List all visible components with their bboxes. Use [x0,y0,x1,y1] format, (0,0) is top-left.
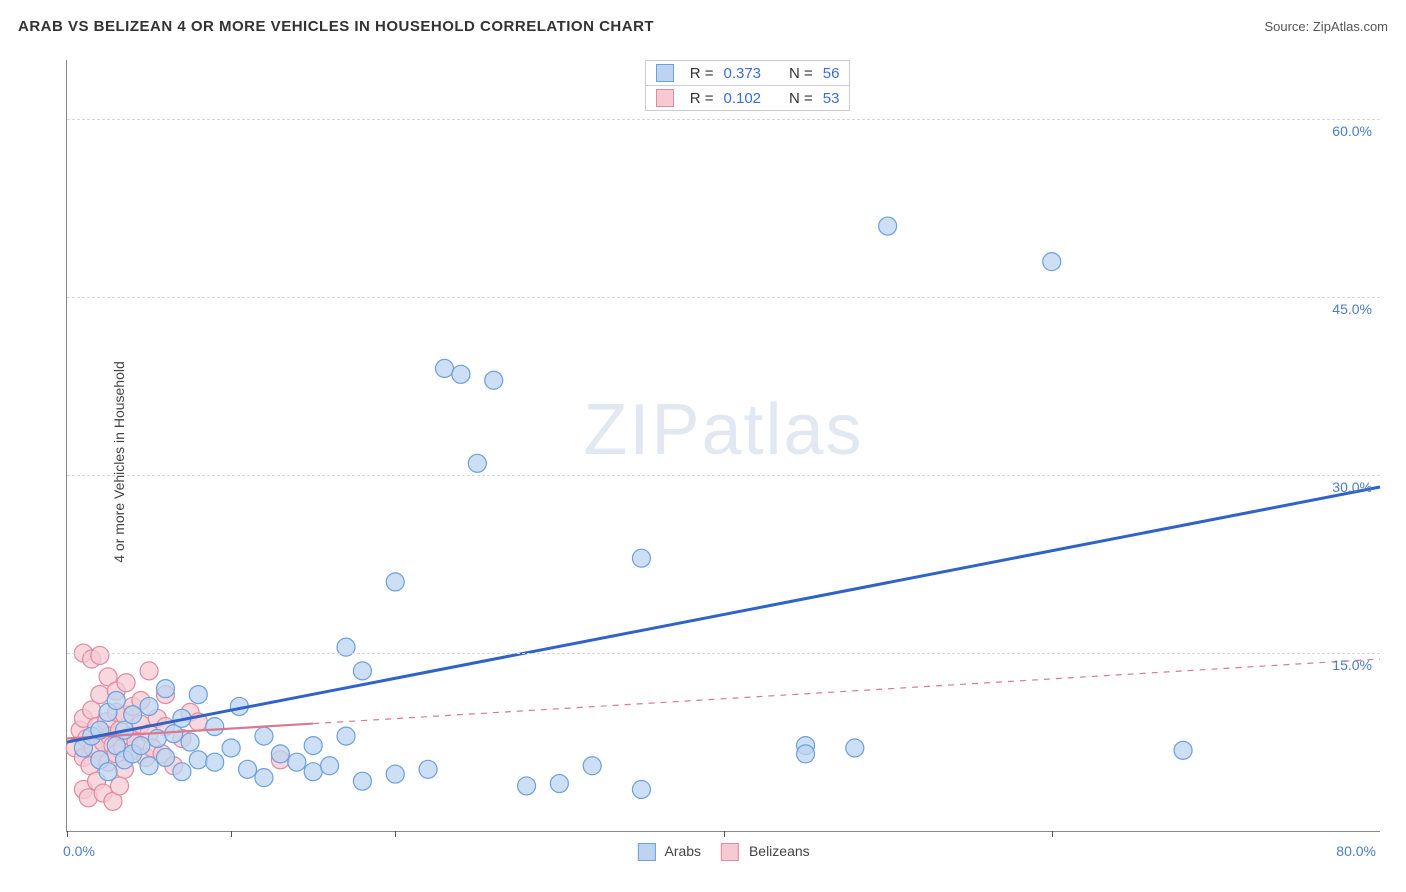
scatter-point [117,674,135,692]
legend-swatch-arabs [637,843,655,861]
scatter-point [206,718,224,736]
scatter-point [271,745,289,763]
scatter-point [468,454,486,472]
scatter-point [189,686,207,704]
scatter-point [386,573,404,591]
scatter-point [304,763,322,781]
x-tick [67,831,68,837]
scatter-point [239,760,257,778]
stats-n-value: 56 [823,65,840,82]
y-tick-label: 60.0% [1332,123,1372,139]
legend-label: Belizeans [749,843,810,859]
scatter-point [304,737,322,755]
stats-row: R = 0.102 N = 53 [646,86,850,110]
legend-swatch-belizeans [721,843,739,861]
stats-swatch-belizeans [656,89,674,107]
x-tick [1052,831,1053,837]
gridline [67,653,1380,654]
scatter-point [797,745,815,763]
scatter-point [140,662,158,680]
scatter-point [91,646,109,664]
stats-swatch-arabs [656,64,674,82]
chart-container: 4 or more Vehicles in Household ZIPatlas… [18,50,1388,874]
scatter-point [632,549,650,567]
scatter-point [846,739,864,757]
y-tick-label: 15.0% [1332,657,1372,673]
x-origin-label: 0.0% [63,843,95,859]
stats-r-value: 0.102 [723,90,761,107]
chart-title: ARAB VS BELIZEAN 4 OR MORE VEHICLES IN H… [18,18,654,35]
stats-n-value: 53 [823,90,840,107]
stats-box: R = 0.373 N = 56 R = 0.102 N = 53 [645,60,851,111]
scatter-point [1174,741,1192,759]
stats-r-label: R = [690,90,714,107]
scatter-point [353,662,371,680]
stats-n-label: N = [789,65,813,82]
stats-row: R = 0.373 N = 56 [646,61,850,86]
scatter-point [91,686,109,704]
scatter-point [255,727,273,745]
gridline [67,119,1380,120]
plot-area: ZIPatlas R = 0.373 N = 56 R = 0.102 N = … [66,60,1380,832]
x-tick [231,831,232,837]
legend-item: Arabs [637,843,701,861]
bottom-legend: Arabs Belizeans [637,843,809,861]
scatter-point [181,733,199,751]
stats-r-value: 0.373 [723,65,761,82]
source-attribution: Source: ZipAtlas.com [1264,19,1388,34]
y-tick-label: 30.0% [1332,479,1372,495]
scatter-point [140,757,158,775]
stats-n-label: N = [789,90,813,107]
scatter-point [386,765,404,783]
scatter-point [255,769,273,787]
scatter-point [518,777,536,795]
stats-r-label: R = [690,65,714,82]
scatter-point [173,763,191,781]
scatter-point [1043,253,1061,271]
trendline [67,487,1380,742]
scatter-point [632,780,650,798]
plot-svg [67,60,1380,831]
scatter-point [99,763,117,781]
y-tick-label: 45.0% [1332,301,1372,317]
scatter-point [879,217,897,235]
gridline [67,297,1380,298]
scatter-point [132,737,150,755]
trendline [313,659,1380,724]
scatter-point [140,697,158,715]
scatter-point [288,753,306,771]
scatter-point [321,757,339,775]
scatter-point [583,757,601,775]
legend-item: Belizeans [721,843,810,861]
scatter-point [452,365,470,383]
x-max-label: 80.0% [1336,843,1376,859]
scatter-point [550,775,568,793]
scatter-point [435,359,453,377]
scatter-point [485,371,503,389]
scatter-point [222,739,240,757]
scatter-point [353,772,371,790]
scatter-point [124,706,142,724]
x-tick [724,831,725,837]
scatter-point [189,751,207,769]
scatter-point [156,680,174,698]
legend-label: Arabs [664,843,701,859]
gridline [67,475,1380,476]
scatter-point [206,753,224,771]
scatter-point [419,760,437,778]
x-tick [395,831,396,837]
scatter-point [107,692,125,710]
scatter-point [337,727,355,745]
scatter-point [156,748,174,766]
